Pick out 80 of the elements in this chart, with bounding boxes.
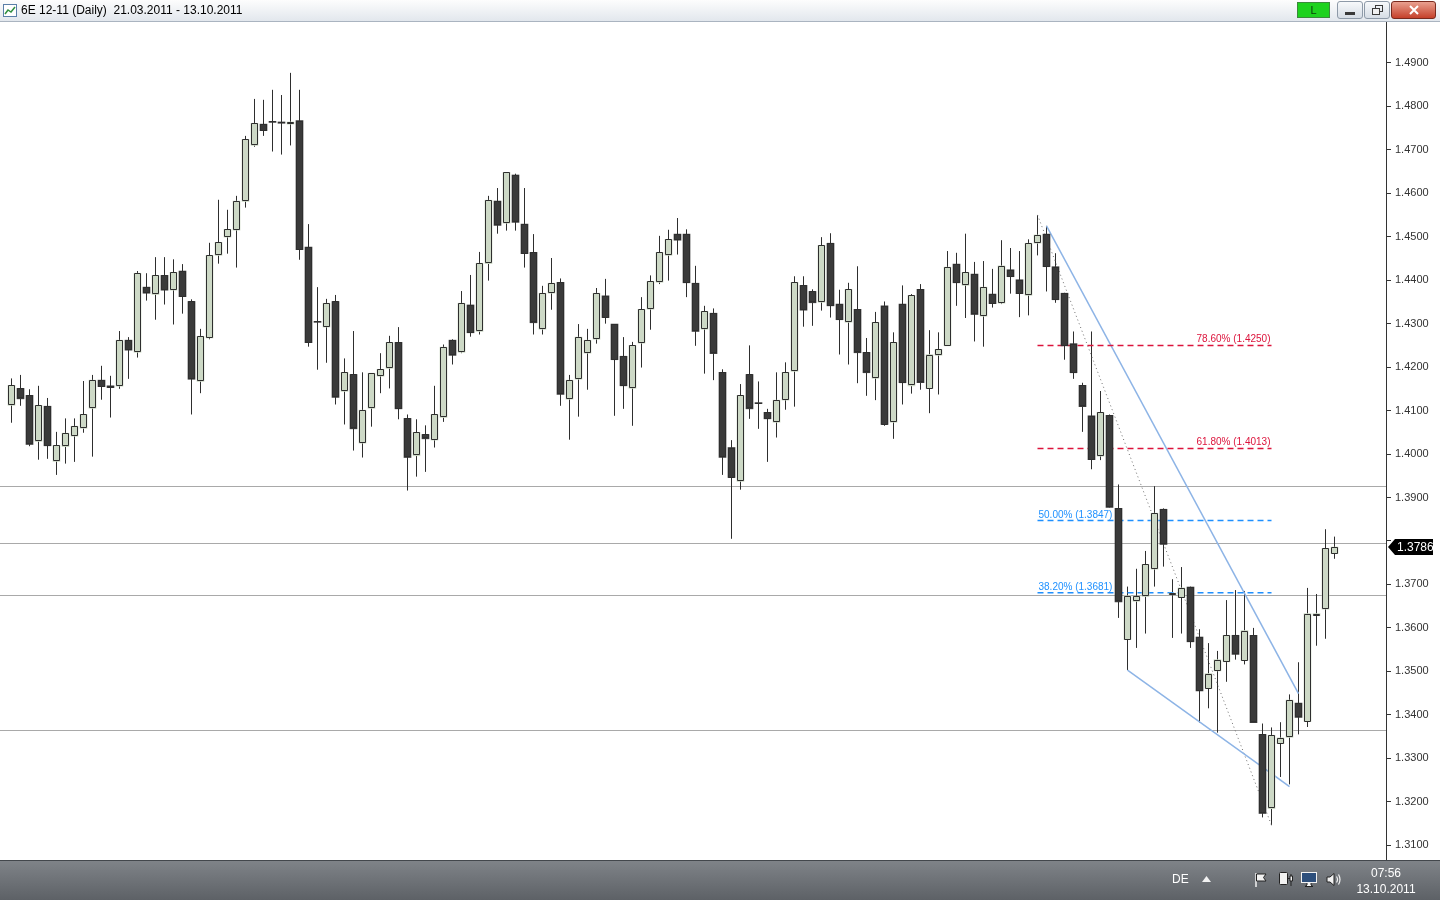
candlestick	[124, 336, 133, 380]
y-tick-label: 1.3300	[1395, 751, 1429, 764]
y-tick-label: 1.4100	[1395, 403, 1429, 416]
candlestick	[700, 305, 709, 375]
series-label: 61.80% (1.4013)	[1196, 436, 1271, 448]
candlestick	[1033, 214, 1042, 256]
candlestick	[1015, 250, 1024, 318]
series-label: 78.60% (1.4250)	[1196, 333, 1271, 345]
candlestick	[1330, 536, 1339, 560]
candlestick	[1213, 650, 1222, 734]
candlestick	[1276, 721, 1285, 778]
y-tick-label: 1.4400	[1395, 273, 1429, 286]
candlestick	[214, 199, 223, 265]
candlestick	[7, 377, 16, 424]
candlestick	[160, 256, 169, 306]
candlestick	[1006, 247, 1015, 295]
candlestick	[1177, 566, 1186, 635]
candlestick	[1168, 578, 1177, 639]
series-label: 38.20% (1.3681)	[1038, 580, 1113, 592]
candlestick	[1294, 661, 1303, 735]
series-label: 50.00% (1.3847)	[1038, 508, 1113, 520]
chart-title: 6E 12-11 (Daily) 21.03.2011 - 13.10.2011	[21, 3, 243, 18]
text: 13.10.2011	[1355, 881, 1417, 897]
candlestick	[340, 357, 349, 425]
text: 07:56	[1370, 865, 1402, 881]
candlestick	[79, 380, 88, 434]
candlestick	[286, 72, 295, 146]
candlestick	[106, 375, 115, 419]
candlestick	[250, 98, 259, 148]
y-tick-label: 1.4800	[1395, 99, 1429, 112]
y-tick-label: 1.3500	[1395, 664, 1429, 677]
candlestick	[16, 374, 25, 407]
candlestick	[1132, 568, 1141, 649]
candlestick	[151, 256, 160, 321]
candlestick	[664, 229, 673, 282]
text: 1.3786	[1397, 540, 1435, 555]
candlestick	[601, 278, 610, 325]
candlestick	[421, 424, 430, 473]
candlestick	[934, 331, 943, 395]
candlestick	[70, 417, 79, 463]
candlestick	[61, 417, 70, 465]
y-tick-label: 1.4200	[1395, 360, 1429, 373]
y-tick-label: 1.4500	[1395, 229, 1429, 242]
candlestick	[565, 374, 574, 441]
candlestick	[142, 272, 151, 302]
candlestick	[448, 338, 457, 365]
candlestick	[772, 371, 781, 439]
candlestick	[835, 289, 844, 356]
y-tick-label: 1.4700	[1395, 142, 1429, 155]
candlestick	[961, 233, 970, 319]
candlestick	[988, 268, 997, 309]
candlestick	[1078, 382, 1087, 433]
candlestick	[583, 328, 592, 391]
candlestick	[376, 352, 385, 394]
y-tick-label: 1.3100	[1395, 838, 1429, 851]
y-tick-label: 1.4900	[1395, 55, 1429, 68]
y-tick-label: 1.4300	[1395, 316, 1429, 329]
y-tick-label: 1.3200	[1395, 794, 1429, 807]
text: DE	[1172, 872, 1189, 886]
candlestick	[1312, 593, 1321, 647]
candlestick	[97, 365, 106, 401]
candlestick	[1204, 642, 1213, 709]
candlestick	[862, 337, 871, 397]
candlestick	[52, 431, 61, 476]
y-tick-label: 1.3700	[1395, 577, 1429, 590]
y-tick-label: 1.3600	[1395, 620, 1429, 633]
candlestick	[223, 209, 232, 255]
candlestick	[547, 257, 556, 311]
y-tick-label: 1.3400	[1395, 707, 1429, 720]
candlestick	[1231, 589, 1240, 661]
y-tick-label: 1.4600	[1395, 186, 1429, 199]
y-tick-label: 1.4000	[1395, 447, 1429, 460]
candlestick	[673, 217, 682, 256]
candlestick	[259, 99, 268, 137]
y-tick-label: 1.3900	[1395, 490, 1429, 503]
candlestick	[808, 288, 817, 327]
status-badge: L	[1297, 2, 1330, 18]
candlestick	[763, 408, 772, 463]
candlestick	[169, 258, 178, 326]
candlestick	[952, 252, 961, 307]
